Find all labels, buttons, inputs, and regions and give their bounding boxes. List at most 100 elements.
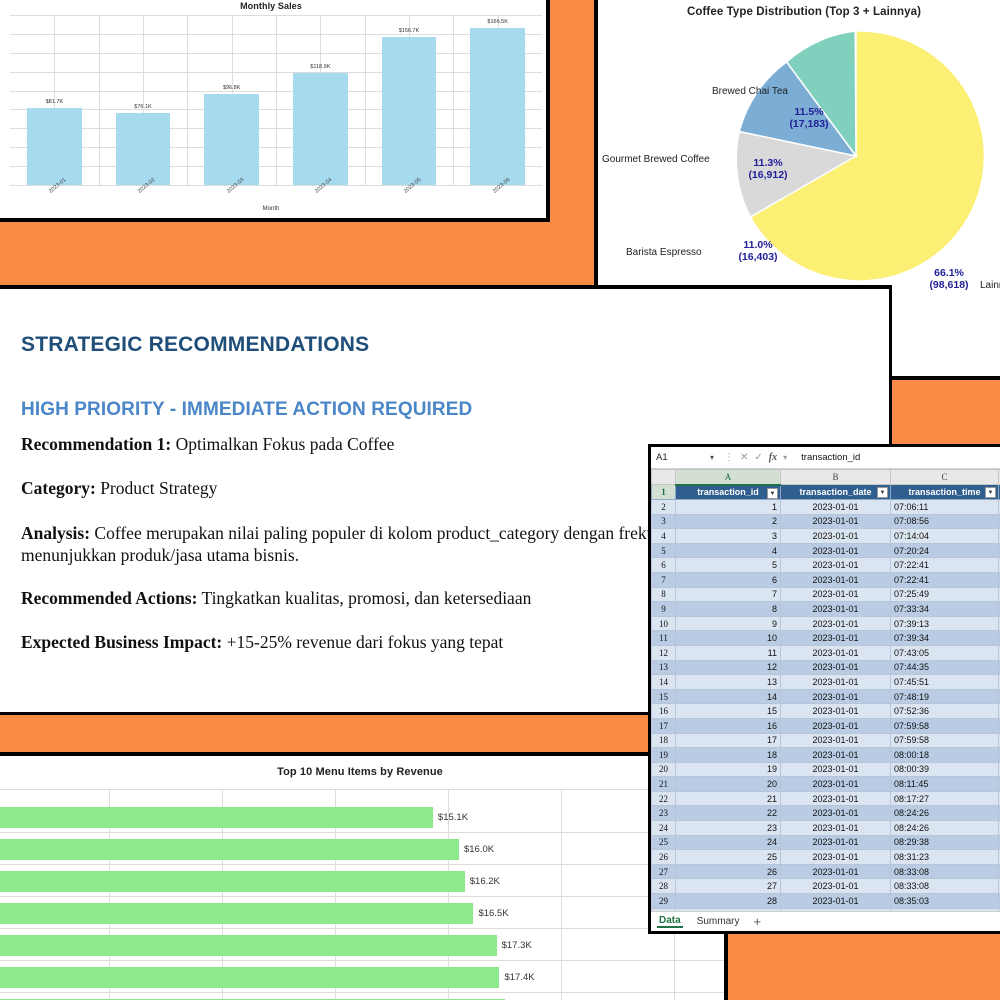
cell-transaction-id[interactable]: 27 xyxy=(675,878,781,895)
cell-transaction-id[interactable]: 10 xyxy=(675,630,781,646)
table-row[interactable]: 22 21 2023-01-01 08:17:27 xyxy=(651,790,1000,807)
excel-row-header[interactable]: 25 xyxy=(651,834,676,851)
cell-transaction-time[interactable]: 07:48:19 xyxy=(890,688,999,705)
cell-transaction-date[interactable]: 2023-01-01 xyxy=(780,849,891,865)
cell-transaction-id[interactable]: 14 xyxy=(675,688,781,705)
cell-transaction-id[interactable]: 25 xyxy=(675,849,781,865)
cell-transaction-time[interactable]: 08:33:08 xyxy=(890,878,999,895)
table-row[interactable]: 17 16 2023-01-01 07:59:58 xyxy=(651,717,1000,734)
table-row[interactable]: 13 12 2023-01-01 07:44:35 xyxy=(651,659,1000,676)
chevron-down-icon-2[interactable]: ▾ xyxy=(783,453,788,462)
excel-formula-value[interactable]: transaction_id xyxy=(801,452,861,463)
table-row[interactable]: 28 27 2023-01-01 08:33:08 xyxy=(651,878,1000,895)
cell-transaction-time[interactable]: 08:33:08 xyxy=(890,863,999,880)
cell-transaction-time[interactable]: 08:00:18 xyxy=(890,747,999,763)
cell-transaction-time[interactable]: 07:59:58 xyxy=(890,717,999,734)
cell-transaction-time[interactable]: 07:39:13 xyxy=(890,615,999,632)
excel-header-transaction-time[interactable]: transaction_time ▼ xyxy=(890,484,999,500)
table-row[interactable]: 7 6 2023-01-01 07:22:41 xyxy=(651,571,1000,588)
excel-row-header[interactable]: 12 xyxy=(651,644,676,661)
table-row[interactable]: 10 9 2023-01-01 07:39:13 xyxy=(651,615,1000,632)
excel-row-header[interactable]: 9 xyxy=(651,601,676,617)
cell-transaction-date[interactable]: 2023-01-01 xyxy=(780,863,891,880)
cell-transaction-id[interactable]: 13 xyxy=(675,674,781,690)
cell-transaction-date[interactable]: 2023-01-01 xyxy=(780,644,891,661)
cell-transaction-time[interactable]: 07:06:11 xyxy=(890,499,999,515)
cell-transaction-id[interactable]: 24 xyxy=(675,834,781,851)
table-row[interactable]: 6 5 2023-01-01 07:22:41 xyxy=(651,557,1000,573)
cell-transaction-id[interactable]: 21 xyxy=(675,790,781,807)
excel-row-header[interactable]: 2 xyxy=(651,499,676,515)
cell-transaction-id[interactable]: 9 xyxy=(675,615,781,632)
excel-col-b[interactable]: B xyxy=(780,469,891,485)
cell-transaction-date[interactable]: 2023-01-01 xyxy=(780,717,891,734)
excel-row-header[interactable]: 6 xyxy=(651,557,676,573)
cell-transaction-id[interactable]: 4 xyxy=(675,542,781,559)
cell-transaction-date[interactable]: 2023-01-01 xyxy=(780,820,891,836)
cell-transaction-date[interactable]: 2023-01-01 xyxy=(780,557,891,573)
excel-row-header[interactable]: 16 xyxy=(651,703,676,719)
table-row[interactable]: 24 23 2023-01-01 08:24:26 xyxy=(651,820,1000,836)
excel-row-header[interactable]: 24 xyxy=(651,820,676,836)
excel-header-transaction-id[interactable]: transaction_id ▼ xyxy=(675,484,781,500)
cell-transaction-date[interactable]: 2023-01-01 xyxy=(780,674,891,690)
cell-transaction-time[interactable]: 07:52:36 xyxy=(890,703,999,719)
cell-transaction-time[interactable]: 08:00:39 xyxy=(890,761,999,778)
chevron-down-icon[interactable]: ▾ xyxy=(709,453,714,462)
cell-transaction-date[interactable]: 2023-01-01 xyxy=(780,528,891,544)
cell-transaction-time[interactable]: 07:59:58 xyxy=(890,732,999,749)
excel-header-next[interactable] xyxy=(998,484,1000,500)
table-row[interactable]: 12 11 2023-01-01 07:43:05 xyxy=(651,644,1000,661)
cell-transaction-date[interactable]: 2023-01-01 xyxy=(780,542,891,559)
table-row[interactable]: 11 10 2023-01-01 07:39:34 xyxy=(651,630,1000,646)
cell-transaction-time[interactable]: 07:20:24 xyxy=(890,542,999,559)
excel-row-header[interactable]: 20 xyxy=(651,761,676,778)
cell-transaction-id[interactable]: 7 xyxy=(675,586,781,603)
table-row[interactable]: 27 26 2023-01-01 08:33:08 xyxy=(651,863,1000,880)
table-row[interactable]: 18 17 2023-01-01 07:59:58 xyxy=(651,732,1000,749)
add-sheet-button[interactable]: + xyxy=(753,914,762,929)
cell-transaction-id[interactable]: 11 xyxy=(675,644,781,661)
excel-row-header[interactable]: 8 xyxy=(651,586,676,603)
excel-row-header[interactable]: 15 xyxy=(651,688,676,705)
cell-transaction-date[interactable]: 2023-01-01 xyxy=(780,601,891,617)
cell-transaction-id[interactable]: 1 xyxy=(675,499,781,515)
cell-transaction-id[interactable]: 16 xyxy=(675,717,781,734)
cell-transaction-time[interactable]: 08:29:38 xyxy=(890,834,999,851)
cell-transaction-time[interactable]: 08:11:45 xyxy=(890,776,999,792)
cell-transaction-time[interactable]: 07:22:41 xyxy=(890,557,999,573)
table-row[interactable]: 19 18 2023-01-01 08:00:18 xyxy=(651,747,1000,763)
cell-transaction-time[interactable]: 07:25:49 xyxy=(890,586,999,603)
cell-transaction-date[interactable]: 2023-01-01 xyxy=(780,805,891,822)
excel-row-header[interactable]: 28 xyxy=(651,878,676,895)
table-row[interactable]: 8 7 2023-01-01 07:25:49 xyxy=(651,586,1000,603)
excel-row-header[interactable]: 18 xyxy=(651,732,676,749)
cell-transaction-date[interactable]: 2023-01-01 xyxy=(780,703,891,719)
cell-transaction-id[interactable]: 6 xyxy=(675,571,781,588)
excel-select-all-corner[interactable] xyxy=(651,469,676,485)
excel-row-header[interactable]: 23 xyxy=(651,805,676,822)
cell-transaction-id[interactable]: 18 xyxy=(675,747,781,763)
excel-row-header[interactable]: 14 xyxy=(651,674,676,690)
filter-dropdown-icon-2[interactable]: ▼ xyxy=(877,487,888,498)
cell-transaction-time[interactable]: 07:39:34 xyxy=(890,630,999,646)
excel-row-header[interactable]: 4 xyxy=(651,528,676,544)
excel-row-header-1[interactable]: 1 xyxy=(651,484,676,500)
table-row[interactable]: 3 2 2023-01-01 07:08:56 xyxy=(651,513,1000,530)
table-row[interactable]: 14 13 2023-01-01 07:45:51 xyxy=(651,674,1000,690)
cell-transaction-date[interactable]: 2023-01-01 xyxy=(780,586,891,603)
cell-transaction-id[interactable]: 5 xyxy=(675,557,781,573)
table-row[interactable]: 2 1 2023-01-01 07:06:11 xyxy=(651,499,1000,515)
filter-dropdown-icon[interactable]: ▼ xyxy=(767,487,778,499)
cell-transaction-id[interactable]: 3 xyxy=(675,528,781,544)
excel-row-header[interactable]: 5 xyxy=(651,542,676,559)
more-options-icon[interactable]: ⋮ xyxy=(724,452,734,463)
cell-transaction-date[interactable]: 2023-01-01 xyxy=(780,732,891,749)
cell-transaction-date[interactable]: 2023-01-01 xyxy=(780,499,891,515)
cell-transaction-id[interactable]: 22 xyxy=(675,805,781,822)
excel-row-header[interactable]: 17 xyxy=(651,717,676,734)
cell-transaction-id[interactable]: 17 xyxy=(675,732,781,749)
excel-row-header[interactable]: 26 xyxy=(651,849,676,865)
cell-transaction-id[interactable]: 15 xyxy=(675,703,781,719)
cell-transaction-time[interactable]: 07:33:34 xyxy=(890,601,999,617)
